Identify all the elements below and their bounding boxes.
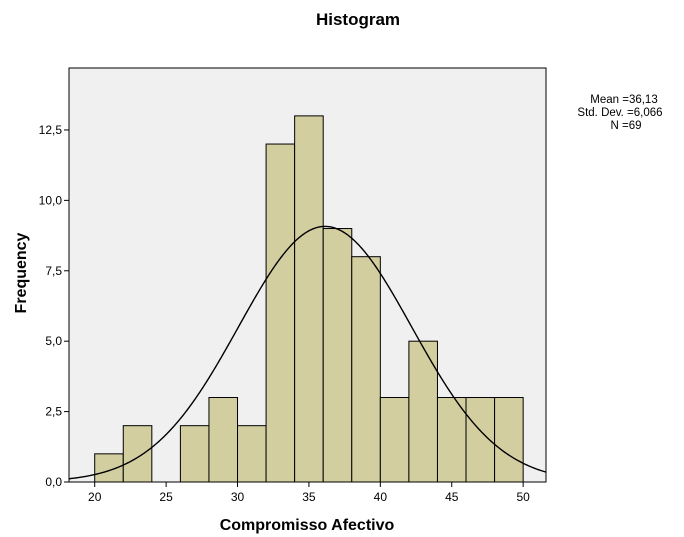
y-tick-label-5: 12,5 — [39, 123, 63, 137]
histogram-bar-3 — [179, 425, 210, 483]
x-axis: 20 25 30 35 40 45 50 — [88, 482, 530, 504]
stat-n: N =69 — [610, 120, 641, 132]
histogram-bar-9 — [351, 256, 381, 483]
histogram-bar-1 — [122, 425, 153, 483]
x-axis-label: Compromisso Afectivo — [220, 517, 395, 534]
y-tick-label-0: 0,0 — [45, 475, 62, 489]
histogram-bar-7 — [294, 115, 324, 483]
y-axis-label: Frequency — [13, 232, 30, 313]
histogram-bar-14 — [494, 397, 524, 483]
stats-box: Mean =36,13 Std. Dev. =6,066 N =69 — [577, 94, 662, 132]
y-tick-label-3: 7,5 — [45, 264, 62, 278]
y-tick-label-1: 2,5 — [45, 405, 62, 419]
histogram-bar-6 — [265, 143, 296, 483]
y-tick-label-4: 10,0 — [39, 193, 63, 207]
histogram-bar-12 — [436, 397, 467, 483]
x-tick-label-1: 25 — [159, 490, 173, 504]
y-tick-label-2: 5,0 — [45, 334, 62, 348]
stat-mean: Mean =36,13 — [590, 94, 657, 106]
histogram-bar-0 — [94, 453, 124, 483]
x-tick-label-2: 30 — [231, 490, 245, 504]
histogram-bar-8 — [322, 228, 353, 483]
x-tick-label-3: 35 — [302, 490, 316, 504]
normal-curve — [68, 225, 547, 480]
x-tick-label-6: 50 — [516, 490, 530, 504]
histogram-bar-5 — [237, 425, 267, 483]
histogram-bar-10 — [379, 397, 410, 483]
histogram-bar-4 — [208, 397, 239, 483]
stat-std-dev: Std. Dev. =6,066 — [577, 107, 662, 119]
x-tick-label-4: 40 — [374, 490, 388, 504]
y-axis: 0,0 2,5 5,0 7,5 10,0 12,5 — [39, 123, 69, 489]
bars-group — [94, 115, 524, 483]
histogram-bar-11 — [408, 340, 438, 483]
chart-title: Histogram — [316, 10, 400, 29]
x-tick-label-0: 20 — [88, 490, 102, 504]
x-tick-label-5: 45 — [445, 490, 459, 504]
